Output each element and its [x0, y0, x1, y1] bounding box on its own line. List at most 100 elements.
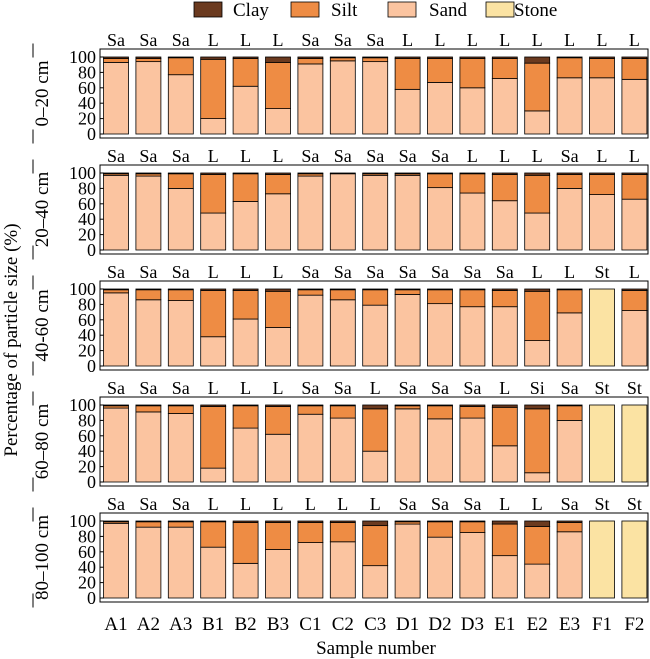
texture-label: Sa: [301, 30, 319, 50]
texture-label: Sa: [561, 378, 579, 398]
texture-label: L: [240, 262, 251, 282]
texture-label: L: [370, 494, 381, 514]
bar-silt-D1: [394, 405, 421, 410]
y-tick-label: 60: [78, 426, 96, 446]
bar-sand-C3: [362, 304, 389, 367]
bar-silt-D3: [459, 173, 486, 194]
bar-silt-B2: [232, 58, 259, 87]
bar-clay-A1: [103, 56, 129, 59]
y-tick-label: 80: [78, 178, 96, 198]
texture-label: L: [273, 262, 284, 282]
bar-clay-A1: [103, 520, 129, 523]
bar-clay-C2: [329, 288, 356, 291]
bar-silt-C3: [362, 408, 389, 452]
x-tick-label: D2: [428, 614, 451, 635]
texture-label: L: [208, 262, 219, 282]
bar-sand-F1: [589, 194, 615, 251]
bar-sand-A3: [167, 413, 194, 483]
bar-silt-A3: [167, 57, 194, 76]
bar-sand-C2: [329, 417, 356, 483]
bar-sand-E3: [556, 77, 583, 135]
bar-silt-E2: [524, 62, 551, 112]
texture-label: Sa: [107, 146, 125, 166]
bar-silt-B2: [232, 522, 259, 564]
legend-label-sand: Sand: [429, 0, 468, 21]
bar-silt-D2: [427, 173, 453, 189]
bar-silt-C3: [362, 57, 389, 63]
texture-label: Sa: [366, 262, 384, 282]
texture-label: L: [499, 146, 510, 166]
bar-sand-E1: [491, 445, 518, 483]
bar-clay-C1: [297, 520, 324, 523]
bar-clay-B1: [200, 172, 227, 175]
y-tick-label: 100: [69, 395, 96, 415]
bar-sand-B1: [200, 467, 227, 483]
bar-stone-F2: [621, 404, 648, 483]
bar-clay-E3: [556, 172, 583, 175]
texture-label: Sa: [399, 378, 417, 398]
bar-sand-E1: [491, 306, 518, 367]
bar-silt-E3: [556, 522, 583, 533]
y-tick-label: 80: [78, 294, 96, 314]
texture-label: L: [629, 146, 640, 166]
legend-label-clay: Clay: [233, 0, 269, 21]
x-tick-labels: A1 A2 A3 B1 B2 B3 C1 C2 C3 D1 D2 D3 E1 E2 E3 F1 F2: [104, 614, 644, 635]
texture-label: Sa: [139, 30, 157, 50]
y-tick-label: 40: [78, 93, 96, 113]
bar-sand-A2: [135, 526, 162, 599]
y-tick-label: 100: [69, 511, 96, 531]
bar-sand-C2: [329, 60, 356, 135]
texture-label: L: [532, 30, 543, 50]
y-tick-label: 0: [87, 588, 96, 608]
bar-sand-E3: [556, 531, 583, 599]
y-axis-label: Percentage of particle size (%): [1, 223, 22, 456]
texture-label: Sa: [431, 494, 449, 514]
bar-clay-D3: [459, 404, 486, 407]
bar-silt-A2: [135, 289, 162, 301]
bar-sand-F2: [621, 198, 648, 251]
bar-sand-A1: [103, 174, 129, 251]
bar-silt-A2: [135, 521, 162, 528]
bar-silt-B3: [265, 406, 291, 435]
bar-sand-A2: [135, 411, 162, 483]
bar-clay-E1: [491, 288, 518, 291]
bar-silt-D2: [427, 58, 453, 83]
bar-silt-B2: [232, 290, 259, 320]
texture-label: Sa: [107, 262, 125, 282]
bar-sand-A2: [135, 61, 162, 135]
bar-sand-D1: [394, 408, 421, 483]
texture-label: L: [273, 30, 284, 50]
bar-sand-E2: [524, 212, 551, 251]
x-axis-label: Sample number: [316, 638, 436, 659]
bar-clay-F2: [621, 56, 648, 59]
bar-clay-C3: [362, 404, 389, 410]
bar-clay-D3: [459, 172, 486, 175]
texture-label: Sa: [301, 378, 319, 398]
bar-clay-D2: [427, 404, 453, 407]
legend-swatch-clay: [193, 1, 223, 18]
bar-sand-E2: [524, 340, 551, 367]
bar-clay-C3: [362, 56, 389, 59]
bar-clay-A2: [135, 172, 162, 175]
bar-sand-D1: [394, 523, 421, 599]
texture-label: L: [532, 146, 543, 166]
bar-clay-D2: [427, 172, 453, 175]
bar-clay-A3: [167, 288, 194, 291]
bar-sand-B2: [232, 85, 259, 135]
bar-stone-F2: [621, 520, 648, 599]
bar-sand-B2: [232, 201, 259, 251]
bar-clay-A1: [103, 172, 129, 175]
bar-clay-E2: [524, 288, 551, 292]
bar-silt-D3: [459, 521, 486, 533]
x-tick-label: A2: [137, 614, 160, 635]
bar-stone-F1: [589, 404, 615, 483]
y-tick-label: 60: [78, 194, 96, 214]
bar-clay-A2: [135, 404, 162, 407]
bar-silt-A3: [167, 521, 194, 528]
texture-label: Sa: [139, 146, 157, 166]
texture-label: L: [564, 262, 575, 282]
texture-label: Sa: [366, 146, 384, 166]
bar-clay-A2: [135, 520, 162, 523]
